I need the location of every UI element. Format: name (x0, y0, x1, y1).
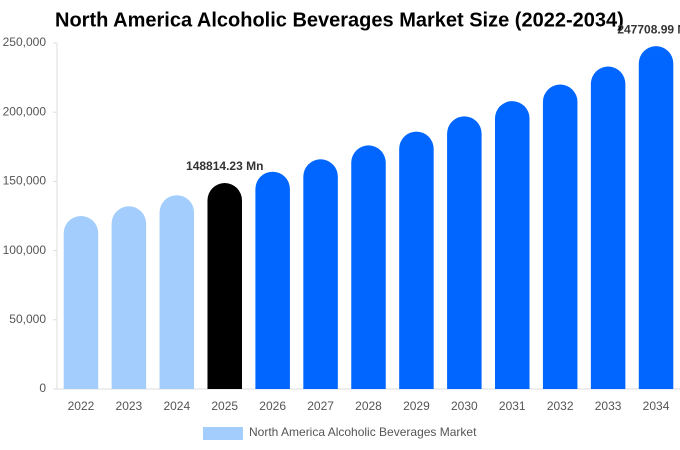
y-tick-label: 200,000 (3, 104, 47, 118)
legend-label: North America Alcoholic Beverages Market (249, 425, 477, 439)
bar (63, 216, 99, 389)
bar (255, 171, 290, 389)
x-tick-label: 2031 (499, 399, 526, 413)
x-tick-label: 2032 (547, 399, 574, 413)
y-tick-label: 0 (39, 381, 46, 395)
x-tick-label: 2023 (116, 399, 143, 413)
bar (159, 195, 195, 389)
bar (207, 183, 242, 389)
y-tick-label: 250,000 (3, 35, 47, 49)
legend-swatch (203, 427, 243, 440)
value-label: 247708.99 Mn (617, 22, 680, 36)
bar (638, 46, 674, 389)
bar (303, 159, 338, 389)
x-tick-label: 2028 (355, 399, 382, 413)
bar (447, 116, 482, 390)
x-tick-label: 2024 (163, 399, 190, 413)
x-tick-label: 2022 (68, 399, 95, 413)
x-tick-label: 2030 (451, 399, 478, 413)
x-tick-label: 2025 (211, 399, 238, 413)
bar (542, 84, 578, 389)
bar (351, 145, 386, 389)
y-tick-label: 100,000 (3, 243, 47, 257)
x-tick-label: 2029 (403, 399, 430, 413)
bar (590, 66, 626, 389)
bar (111, 206, 147, 389)
y-tick-label: 50,000 (9, 312, 46, 326)
bar (399, 131, 434, 389)
bar (495, 101, 530, 390)
y-tick-label: 150,000 (3, 174, 47, 188)
chart-title: North America Alcoholic Beverages Market… (55, 9, 624, 31)
x-tick-label: 2034 (643, 399, 670, 413)
x-tick-label: 2033 (595, 399, 622, 413)
x-tick-label: 2026 (259, 399, 286, 413)
x-tick-label: 2027 (307, 399, 334, 413)
value-label: 148814.23 Mn (186, 159, 263, 173)
